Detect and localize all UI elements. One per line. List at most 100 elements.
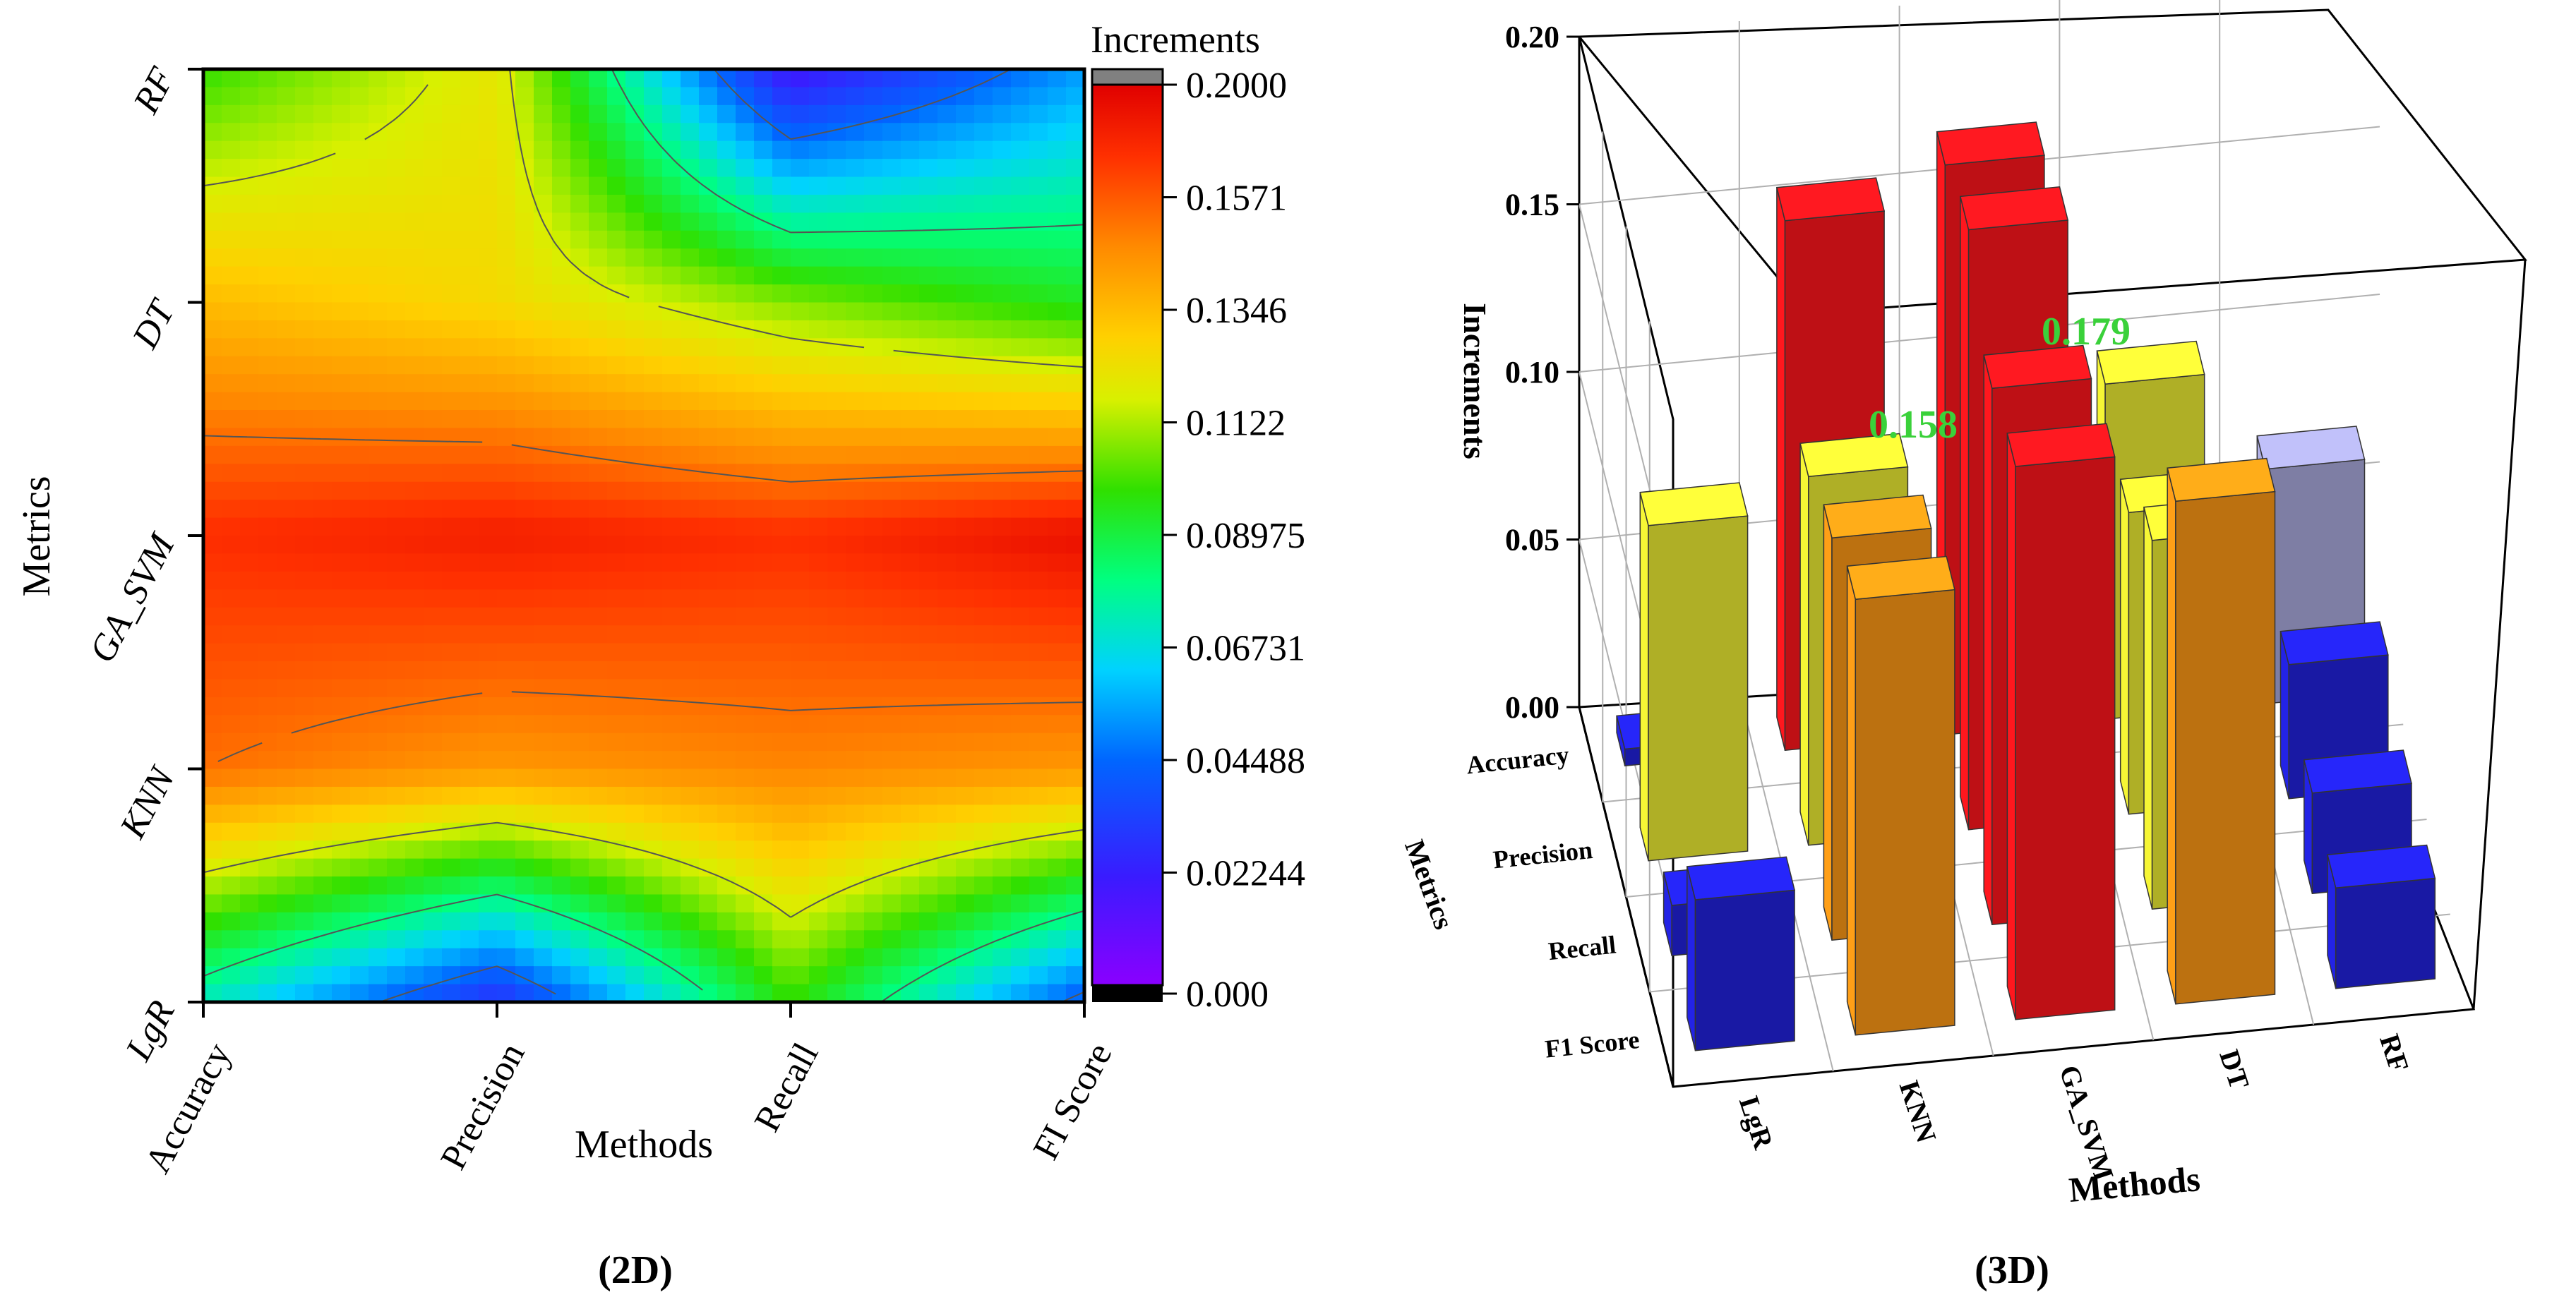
heatmap-cell (369, 284, 388, 303)
heatmap-cell (644, 374, 663, 393)
heatmap-cell (295, 356, 314, 375)
heatmap-cell (901, 428, 920, 447)
heatmap-cell (681, 517, 700, 536)
heatmap-cell (754, 212, 773, 231)
heatmap-cell (791, 786, 810, 806)
heatmap-cell (277, 445, 296, 465)
heatmap-cell (332, 894, 351, 913)
heatmap-cell (919, 320, 938, 339)
heatmap-cell (240, 392, 259, 411)
heatmap-cell (1066, 428, 1085, 447)
heatmap-cell (1011, 804, 1030, 824)
heatmap-cell (570, 176, 589, 195)
heatmap-cell (424, 733, 443, 752)
heatmap-cell (405, 625, 424, 644)
heatmap-cell (369, 338, 388, 357)
heatmap-cell (313, 392, 333, 411)
heatmap-cell (240, 715, 259, 734)
heatmap-cell (827, 194, 846, 214)
heatmap-cell (717, 212, 736, 231)
heatmap-cell (534, 643, 553, 662)
heatmap-cell (625, 517, 645, 536)
heatmap-cell (570, 894, 589, 913)
heatmap-cell (534, 176, 553, 195)
heatmap-cell (1048, 571, 1067, 591)
heatmap-cell (772, 966, 791, 985)
heatmap-cell (1048, 589, 1067, 608)
heatmap-cell (332, 104, 351, 124)
heatmap-cell (1029, 679, 1048, 698)
heatmap-cell (754, 553, 773, 572)
heatmap-cell (277, 984, 296, 1003)
heatmap-cell (203, 284, 222, 303)
heatmap-cell (1048, 374, 1067, 393)
heatmap-cell (772, 266, 791, 285)
heatmap-cell (809, 500, 828, 519)
heatmap-cell (919, 104, 938, 124)
heatmap-cell (1029, 266, 1048, 285)
heatmap-cell (974, 679, 993, 698)
heatmap-cell (937, 571, 957, 591)
heatmap-cell (277, 392, 296, 411)
heatmap-cell (846, 553, 865, 572)
heatmap-cell (552, 894, 571, 913)
heatmap-cell (625, 230, 645, 250)
heatmap-cell (625, 643, 645, 662)
heatmap-cell (993, 858, 1012, 877)
heatmap-cell (846, 607, 865, 626)
heatmap-cell (589, 481, 608, 500)
heatmap-cell (644, 786, 663, 806)
heatmap-cell (607, 894, 626, 913)
heatmap-cell (203, 445, 222, 465)
heatmap-cell (369, 248, 388, 267)
heatmap-cell (552, 517, 571, 536)
heatmap-cell (222, 140, 241, 159)
heatmap-cell (497, 159, 516, 178)
heatmap-cell (277, 679, 296, 698)
heatmap-cell (827, 536, 846, 555)
heatmap-cell (442, 428, 461, 447)
heatmap-cell (442, 733, 461, 752)
heatmap-cell (240, 176, 259, 195)
heatmap-cell (864, 536, 883, 555)
heatmap-cell (625, 536, 645, 555)
heatmap-cell (534, 822, 553, 841)
heatmap-cell (313, 966, 333, 985)
heatmap-cell (919, 194, 938, 214)
heatmap-cell (332, 428, 351, 447)
heatmap-cell (203, 69, 222, 88)
heatmap-cell (625, 930, 645, 949)
heatmap-cell (570, 643, 589, 662)
heatmap-cell (864, 481, 883, 500)
heatmap-cell (901, 212, 920, 231)
heatmap-cell (1066, 715, 1085, 734)
heatmap-cell (919, 715, 938, 734)
heatmap-cell (350, 786, 369, 806)
heatmap-cell (607, 948, 626, 967)
heatmap-cell (662, 715, 681, 734)
heatmap-cell (717, 464, 736, 483)
heatmap-cell (699, 553, 718, 572)
heatmap-cell (350, 356, 369, 375)
heatmap-cell (552, 212, 571, 231)
heatmap-cell (222, 104, 241, 124)
heatmap-cell (846, 822, 865, 841)
heatmap-cell (589, 338, 608, 357)
heatmap-cell (369, 176, 388, 195)
heatmap-cell (772, 445, 791, 465)
heatmap-cell (993, 69, 1012, 88)
heatmap-cell (827, 140, 846, 159)
heatmap-cell (479, 320, 498, 339)
heatmap-cell (901, 266, 920, 285)
heatmap-cell (974, 87, 993, 106)
heatmap-cell (754, 140, 773, 159)
heatmap-cell (442, 500, 461, 519)
heatmap-cell (882, 517, 901, 536)
heatmap-cell (919, 589, 938, 608)
heatmap-cell (479, 553, 498, 572)
heatmap-cell (222, 607, 241, 626)
heatmap-cell (258, 607, 277, 626)
heatmap-cell (332, 500, 351, 519)
heatmap-cell (424, 140, 443, 159)
heatmap-cell (369, 733, 388, 752)
